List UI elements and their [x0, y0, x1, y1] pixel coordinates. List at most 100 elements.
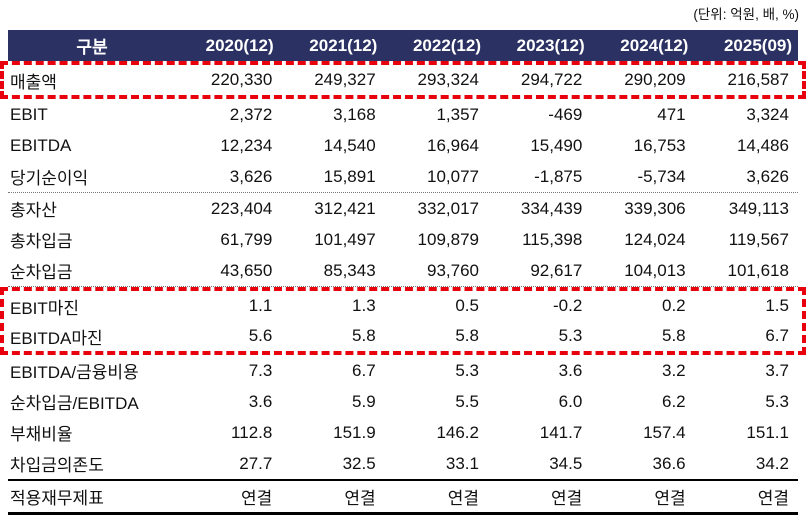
cell: 3,626: [229, 166, 273, 186]
cell: -469: [548, 104, 583, 124]
row-total-borrowings: 총차입금 61,799 101,497 109,879 115,398 124,…: [8, 224, 798, 255]
cell: 141.7: [539, 422, 583, 442]
row-label: 적용재무제표: [10, 489, 104, 508]
cell: 109,879: [417, 229, 479, 249]
header-cell-2023: 2023(12): [516, 35, 585, 55]
header-cell-2020: 2020(12): [205, 35, 274, 55]
row-label: 순차입금: [10, 263, 73, 282]
cell: 6.2: [662, 391, 686, 411]
cell: 249,327: [314, 70, 376, 89]
cell: 290,209: [624, 70, 686, 89]
cell: 157.4: [643, 422, 686, 442]
row-ebitda-margin: EBITDA마진 5.6 5.8 5.8 5.3 5.8 6.7: [8, 321, 798, 351]
row-debt-ratio: 부채비율 112.8 151.9 146.2 141.7 157.4 151.1: [8, 417, 798, 448]
cell: 5.8: [352, 326, 376, 345]
cell: 15,490: [530, 135, 583, 155]
row-borrowing-dependence: 차입금의존도 27.7 32.5 33.1 34.5 36.6 34.2: [8, 448, 798, 479]
cell: 5.5: [455, 391, 479, 411]
cell: 220,330: [210, 70, 273, 89]
cell: 146.2: [436, 422, 479, 442]
unit-note: (단위: 억원, 배, %): [693, 7, 799, 22]
cell: 61,799: [220, 229, 273, 249]
row-label: EBIT마진: [10, 298, 80, 318]
cell: 151.9: [333, 422, 376, 442]
cell: 1.5: [765, 296, 789, 315]
cell: 3,324: [746, 104, 789, 124]
cell: 연결: [551, 489, 583, 508]
row-label: EBITDA/금융비용: [10, 363, 139, 382]
row-label: 총자산: [10, 201, 57, 220]
cell: 5.3: [558, 326, 583, 345]
cell: 0.5: [455, 296, 479, 315]
row-net-borrowings-to-ebitda: 순차입금/EBITDA 3.6 5.9 5.5 6.0 6.2 5.3: [8, 386, 798, 417]
row-label: EBITDA: [10, 135, 72, 155]
cell: 10,077: [426, 166, 479, 186]
cell: 1.1: [248, 296, 273, 315]
cell: 332,017: [417, 198, 479, 218]
table-header-row: 구분 2020(12) 2021(12) 2022(12) 2023(12) 2…: [8, 30, 798, 61]
cell: -5,734: [637, 166, 686, 186]
header-cell-2024: 2024(12): [620, 35, 689, 55]
highlight-box-margins: EBIT마진 1.1 1.3 0.5 -0.2 0.2 1.5 EBITDA마진…: [0, 287, 806, 355]
cell: 14,486: [736, 135, 789, 155]
financial-table: 구분 2020(12) 2021(12) 2022(12) 2023(12) 2…: [0, 30, 806, 515]
cell: 14,540: [323, 135, 376, 155]
row-label: 차입금의존도: [10, 456, 104, 475]
row-ebitda: EBITDA 12,234 14,540 16,964 15,490 16,75…: [8, 130, 798, 161]
cell: 6.7: [765, 326, 789, 345]
cell: 0.2: [662, 296, 686, 315]
row-label: 순차입금/EBITDA: [10, 394, 139, 413]
header-cell-2021: 2021(12): [309, 35, 378, 55]
cell: 33.1: [445, 453, 479, 473]
header-cell-category: 구분: [76, 38, 108, 57]
cell: 216,587: [727, 70, 789, 89]
cell: 124,024: [624, 229, 686, 249]
row-label: 부채비율: [10, 425, 73, 444]
cell: 293,324: [417, 70, 479, 89]
header-cell-2025: 2025(09): [723, 35, 793, 55]
cell: 7.3: [248, 360, 273, 380]
cell: 5.8: [662, 326, 686, 345]
cell: 27.7: [239, 453, 273, 473]
row-net-income: 당기순이익 3,626 15,891 10,077 -1,875 -5,734 …: [8, 161, 798, 193]
cell: 1.3: [352, 296, 376, 315]
row-label: 매출액: [10, 72, 57, 92]
cell: 36.6: [652, 453, 686, 473]
cell: 16,964: [426, 135, 479, 155]
cell: 3.7: [765, 360, 789, 380]
cell: 2,372: [229, 104, 273, 124]
row-ebit-margin: EBIT마진 1.1 1.3 0.5 -0.2 0.2 1.5: [8, 291, 798, 321]
cell: 115,398: [522, 229, 583, 249]
cell: 334,439: [520, 198, 583, 218]
row-label: EBITDA마진: [10, 328, 103, 348]
cell: 101,618: [727, 260, 789, 280]
cell: 151.1: [746, 422, 789, 442]
row-label: 당기순이익: [10, 169, 89, 188]
cell: 32.5: [342, 453, 376, 473]
cell: -1,875: [534, 166, 583, 186]
cell: 6.0: [558, 391, 583, 411]
cell: 34.2: [755, 453, 789, 473]
cell: 471: [657, 104, 686, 124]
cell: 15,891: [323, 166, 376, 186]
cell: 3.6: [248, 391, 273, 411]
cell: 34.5: [549, 453, 583, 473]
cell: 5.6: [248, 326, 273, 345]
row-revenue: 매출액 220,330 249,327 293,324 294,722 290,…: [8, 65, 798, 95]
cell: 312,421: [314, 198, 376, 218]
cell: 6.7: [352, 360, 376, 380]
cell: 223,404: [210, 198, 273, 218]
cell: 104,013: [624, 260, 686, 280]
cell: 연결: [447, 489, 479, 508]
cell: 3,626: [746, 166, 789, 186]
cell: 119,567: [728, 229, 789, 249]
highlight-box-revenue: 매출액 220,330 249,327 293,324 294,722 290,…: [0, 61, 806, 99]
cell: 연결: [344, 489, 376, 508]
cell: 93,760: [426, 260, 479, 280]
row-label: EBIT: [10, 104, 48, 124]
cell: 349,113: [728, 198, 789, 218]
cell: 3.6: [558, 360, 583, 380]
row-total-assets: 총자산 223,404 312,421 332,017 334,439 339,…: [8, 193, 798, 224]
row-net-borrowings: 순차입금 43,650 85,343 93,760 92,617 104,013…: [8, 255, 798, 287]
